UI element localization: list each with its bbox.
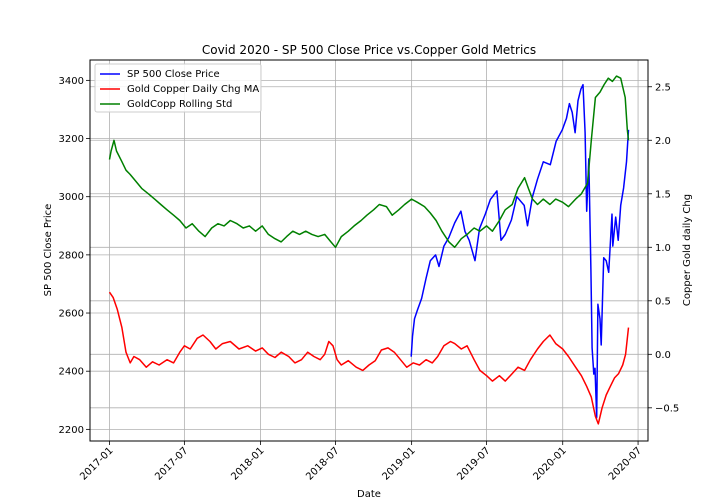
grid	[90, 60, 648, 441]
y-right-tick-label: 0.5	[655, 296, 671, 307]
x-tick-label: 2018-07	[304, 445, 341, 482]
chart-title: Covid 2020 - SP 500 Close Price vs.Coppe…	[202, 43, 536, 57]
x-tick-label: 2017-07	[153, 445, 190, 482]
y-right-axis: −0.5 0.0 0.5 1.0 1.5 2.0 2.5	[648, 82, 679, 414]
legend-label-gold-copper-ma: Gold Copper Daily Chg MA	[127, 84, 259, 95]
y-left-tick-label: 3000	[59, 192, 84, 203]
y-left-tick-label: 2400	[59, 367, 84, 378]
x-axis: 2017-01 2017-07 2018-01 2018-07 2019-01 2019-…	[78, 441, 644, 483]
series-layer	[108, 75, 630, 425]
legend-box	[94, 63, 262, 113]
plot-frame	[89, 59, 649, 442]
y-left-tick-label: 3200	[59, 134, 84, 145]
x-axis-label: Date	[357, 489, 381, 500]
y-right-tick-label: 2.5	[655, 82, 671, 93]
x-tick-label: 2020-01	[532, 445, 569, 482]
legend-label-goldcopp-std: GoldCopp Rolling Std	[127, 99, 232, 110]
series-line-sp500	[410, 83, 630, 419]
x-tick-label: 2017-01	[78, 445, 115, 482]
series-line-gold-copper-ma	[108, 291, 630, 425]
y-left-tick-label: 2600	[59, 309, 84, 320]
legend-label-sp500: SP 500 Close Price	[127, 69, 220, 80]
y-right-tick-label: 0.0	[655, 350, 671, 361]
y-right-tick-label: −0.5	[655, 403, 679, 414]
y-right-tick-label: 2.0	[655, 136, 671, 147]
x-tick-label: 2020-07	[607, 445, 644, 482]
legend: SP 500 Close Price Gold Copper Daily Chg…	[94, 63, 262, 113]
y-right-axis-label: Copper Gold daily Chg	[682, 194, 693, 306]
x-tick-label: 2019-07	[455, 445, 492, 482]
y-right-tick-label: 1.0	[655, 243, 671, 254]
y-left-tick-label: 3400	[59, 76, 84, 87]
series-line-goldcopp-std	[108, 75, 630, 249]
y-right-tick-label: 1.5	[655, 189, 671, 200]
x-tick-label: 2019-01	[380, 445, 417, 482]
y-left-axis-label: SP 500 Close Price	[43, 204, 54, 297]
x-tick-label: 2018-01	[229, 445, 266, 482]
y-left-tick-label: 2800	[59, 250, 84, 261]
y-left-tick-label: 2200	[59, 425, 84, 436]
y-left-axis: 2200 2400 2600 2800 3000 3200 3400	[59, 76, 90, 436]
